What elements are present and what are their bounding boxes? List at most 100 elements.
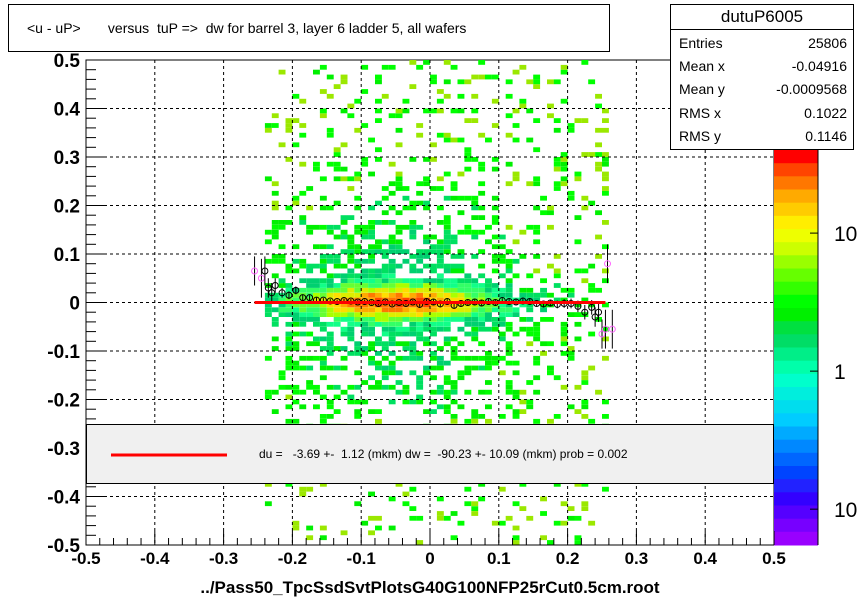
heatmap-cell — [285, 346, 293, 351]
heatmap-cell — [381, 346, 389, 351]
heatmap-cell — [375, 365, 382, 371]
heatmap-cell — [299, 321, 307, 327]
heatmap-cell — [436, 186, 444, 191]
heatmap-cell — [471, 307, 479, 313]
heatmap-cell — [347, 351, 355, 356]
heatmap-cell — [306, 287, 314, 293]
heatmap-cell — [395, 176, 403, 182]
heatmap-cell — [292, 292, 300, 298]
heatmap-cell — [368, 258, 375, 264]
heatmap-cell — [602, 268, 609, 274]
heatmap-cell — [457, 283, 465, 288]
heatmap-cell — [285, 384, 293, 390]
heatmap-cell — [436, 389, 444, 395]
heatmap-cell — [395, 481, 403, 487]
heatmap-cell — [595, 127, 602, 133]
heatmap-cell — [498, 312, 506, 317]
heatmap-cell — [319, 414, 327, 419]
heatmap-cell — [450, 137, 458, 143]
heatmap-cell — [354, 501, 362, 507]
heatmap-cell — [306, 263, 314, 269]
heatmap-cell — [402, 317, 410, 322]
heatmap-cell — [478, 229, 486, 235]
heatmap-cell — [602, 157, 609, 162]
heatmap-cell — [498, 287, 506, 293]
heatmap-cell — [395, 355, 403, 361]
heatmap-cell — [436, 321, 444, 327]
heatmap-cell — [588, 263, 596, 269]
heatmap-cell — [368, 249, 375, 254]
heatmap-cell — [450, 234, 458, 240]
heatmap-cell — [271, 181, 279, 187]
heatmap-cell — [388, 220, 396, 225]
heatmap-cell — [512, 414, 520, 419]
heatmap-cell — [478, 355, 486, 361]
heatmap-cell — [553, 127, 561, 133]
palette-band — [774, 531, 818, 546]
heatmap-cell — [485, 418, 492, 424]
heatmap-cell — [423, 200, 430, 206]
heatmap-cell — [388, 190, 396, 196]
heatmap-cell — [361, 273, 369, 279]
heatmap-cell — [560, 161, 568, 167]
heatmap-cell — [553, 157, 561, 162]
heatmap-cell — [526, 292, 534, 298]
heatmap-cell — [347, 215, 355, 220]
heatmap-cell — [478, 414, 486, 419]
heatmap-cell — [464, 312, 472, 317]
heatmap-cell — [574, 515, 582, 521]
heatmap-cell — [553, 297, 561, 303]
heatmap-cell — [375, 249, 382, 254]
heatmap-cell — [416, 394, 424, 400]
heatmap-cell — [560, 331, 568, 337]
heatmap-cell — [519, 287, 527, 293]
heatmap-cell — [450, 414, 458, 419]
heatmap-cell — [547, 341, 554, 347]
heatmap-cell — [602, 176, 609, 182]
heatmap-cell — [306, 380, 314, 385]
heatmap-cell — [505, 79, 513, 85]
heatmap-cell — [436, 132, 444, 138]
heatmap-cell — [416, 287, 424, 293]
heatmap-cell — [526, 307, 534, 313]
heatmap-cell — [450, 263, 458, 269]
heatmap-cell — [602, 161, 609, 167]
heatmap-cell — [512, 370, 520, 376]
heatmap-cell — [388, 234, 396, 240]
heatmap-cell — [313, 292, 320, 298]
heatmap-cell — [602, 302, 609, 308]
heatmap-cell — [340, 108, 348, 114]
heatmap-cell — [471, 287, 479, 293]
heatmap-cell — [409, 326, 417, 332]
heatmap-cell — [409, 84, 417, 89]
heatmap-cell — [313, 302, 320, 308]
heatmap-cell — [388, 292, 396, 298]
heatmap-cell — [340, 229, 348, 235]
heatmap-cell — [519, 254, 527, 259]
stats-key: Entries — [679, 35, 723, 51]
heatmap-cell — [409, 287, 417, 293]
heatmap-cell — [581, 268, 589, 274]
palette-band — [774, 229, 818, 243]
heatmap-cell — [450, 108, 458, 114]
palette-band — [774, 413, 818, 427]
heatmap-cell — [423, 307, 430, 313]
heatmap-cell — [285, 302, 293, 308]
heatmap-cell — [526, 181, 534, 187]
heatmap-cell — [464, 147, 472, 153]
heatmap-cell — [512, 108, 520, 114]
heatmap-cell — [375, 239, 382, 245]
heatmap-cell — [581, 60, 589, 65]
heatmap-cell — [354, 370, 362, 376]
heatmap-cell — [313, 321, 320, 327]
heatmap-cell — [574, 384, 582, 390]
heatmap-cell — [443, 321, 451, 327]
heatmap-cell — [450, 254, 458, 259]
heatmap-cell — [602, 278, 609, 284]
heatmap-cell — [471, 108, 479, 114]
heatmap-cell — [505, 351, 513, 356]
heatmap-cell — [478, 161, 486, 167]
heatmap-cell — [319, 418, 327, 424]
heatmap-cell — [409, 283, 417, 288]
heatmap-cell — [354, 171, 362, 177]
